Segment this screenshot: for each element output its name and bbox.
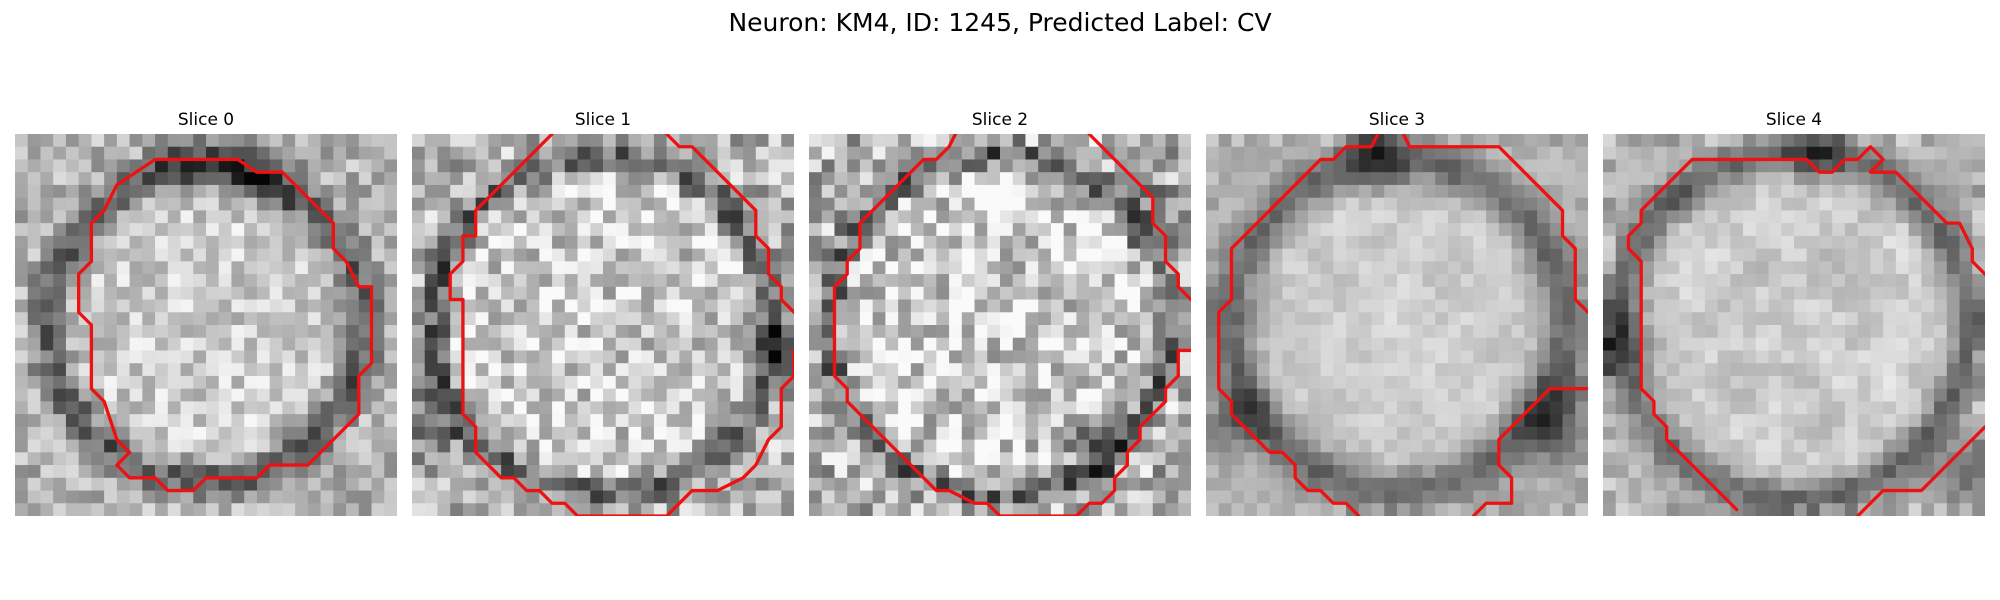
neuron-contour xyxy=(1626,145,1985,512)
slice-image-4 xyxy=(1603,134,1985,516)
slice-panel-1: Slice 1 xyxy=(412,108,794,520)
neuron-contour xyxy=(77,157,374,493)
neuron-contour xyxy=(1471,387,1588,516)
neuron-contour xyxy=(1217,134,1380,516)
slice-title: Slice 4 xyxy=(1765,110,1823,130)
slice-title: Slice 3 xyxy=(1368,110,1426,130)
grayscale-pixels xyxy=(15,134,397,516)
grayscale-pixels xyxy=(809,134,1191,516)
figure-title: Neuron: KM4, ID: 1245, Predicted Label: … xyxy=(728,8,1272,37)
slice-panel-4: Slice 4 xyxy=(1603,108,1985,520)
slice-title: Slice 0 xyxy=(177,110,235,130)
grayscale-pixels xyxy=(412,134,794,516)
neuron-contour xyxy=(1401,134,1588,314)
slice-panel-3: Slice 3 xyxy=(1206,108,1588,520)
slice-image-1 xyxy=(412,134,794,516)
slice-image-2 xyxy=(809,134,1191,516)
slice-panel-2: Slice 2 xyxy=(809,108,1191,520)
slice-panel-0: Slice 0 xyxy=(15,108,397,520)
neuron-contour xyxy=(1087,134,1191,302)
neuron-contour xyxy=(448,134,794,516)
neuron-contour xyxy=(832,134,1191,516)
grayscale-pixels xyxy=(1206,134,1588,516)
slice-title: Slice 1 xyxy=(574,110,632,130)
neuron-contour xyxy=(1856,425,1985,516)
slice-image-0 xyxy=(15,134,397,516)
neuron-contour xyxy=(665,134,794,314)
slice-title: Slice 2 xyxy=(971,110,1029,130)
slice-image-3 xyxy=(1206,134,1588,516)
